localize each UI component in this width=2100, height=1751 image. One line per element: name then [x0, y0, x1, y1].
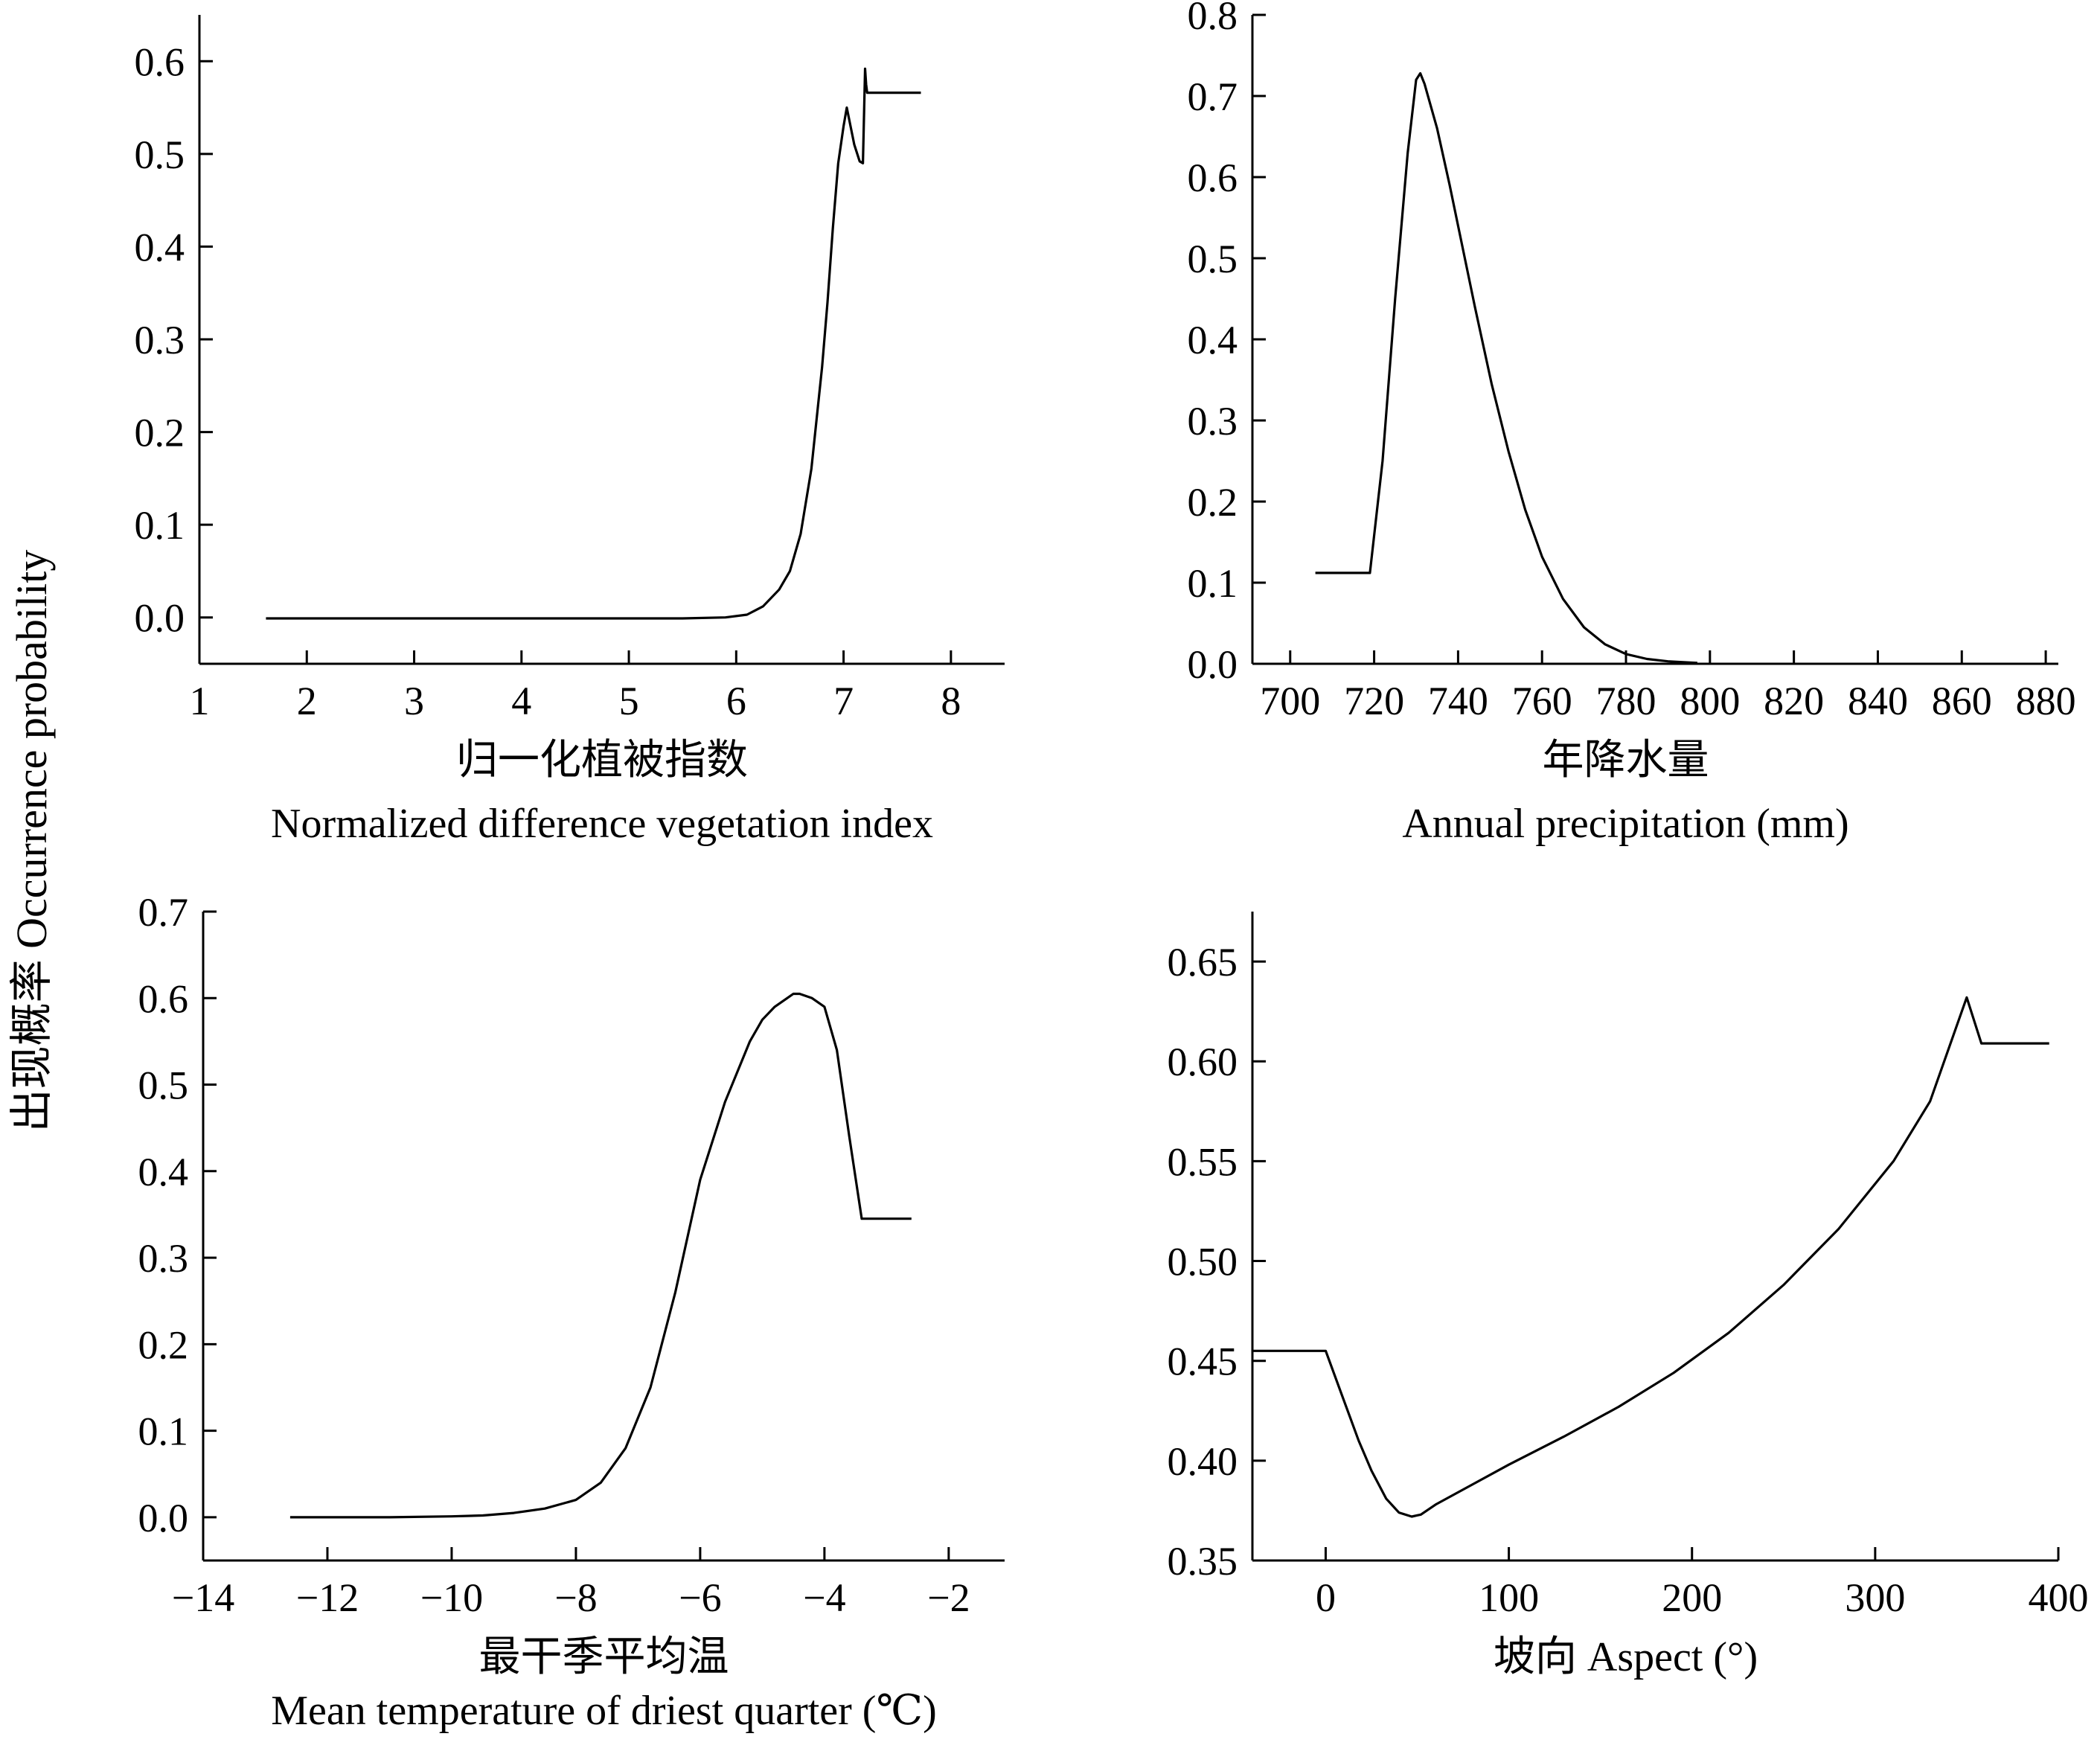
- x-tick-label: 820: [1764, 679, 1824, 723]
- y-tick-label: 0.55: [1168, 1139, 1238, 1184]
- y-tick-label: 0.35: [1168, 1539, 1238, 1584]
- y-tick-label: 0.1: [1188, 561, 1238, 606]
- x-tick-label: 700: [1260, 679, 1320, 723]
- y-tick-label: 0.3: [135, 318, 185, 362]
- y-tick-label: 0.8: [1188, 0, 1238, 38]
- chart-panel-4: 0.35 0.40 0.45 0.50 0.55 0.60 0.65 0 100 200 300 40…: [1168, 912, 2089, 1680]
- y-tick-label: 0.2: [1188, 480, 1238, 525]
- x-tick-label: 740: [1428, 679, 1488, 723]
- x-tick-label: 5: [619, 679, 639, 723]
- x-tick-label: 780: [1596, 679, 1656, 723]
- x-tick-label: 0: [1316, 1575, 1336, 1620]
- x-tick-label: 6: [726, 679, 746, 723]
- x-tick-label: 4: [511, 679, 531, 723]
- y-tick-label: 0.6: [135, 39, 185, 84]
- chart-panel-1: 0.0 0.1 0.2 0.3 0.4 0.5 0.6 1 2 3 4 5 6 7 8 归一化植被指数 Norm…: [135, 15, 1005, 847]
- x-tick-label: 1: [190, 679, 210, 723]
- x-tick-label: 100: [1479, 1575, 1539, 1620]
- x-tick-label: 880: [2016, 679, 2076, 723]
- x-axis-label: 坡向 Aspect (°): [1494, 1634, 1758, 1680]
- x-tick-label: 2: [297, 679, 317, 723]
- x-axis-label-en: Annual precipitation (mm): [1402, 801, 1848, 847]
- y-tick-label: 0.6: [138, 976, 189, 1021]
- y-tick-label: 0.7: [1188, 74, 1238, 119]
- y-tick-label: 0.2: [138, 1322, 189, 1367]
- y-tick-label: 0.4: [138, 1150, 189, 1194]
- x-tick-label: −10: [420, 1575, 483, 1620]
- series-line-1: [266, 67, 921, 620]
- y-tick-label: 0.7: [138, 890, 189, 935]
- x-tick-label: 300: [1845, 1575, 1905, 1620]
- x-tick-label: 3: [404, 679, 424, 723]
- y-tick-label: 0.45: [1168, 1339, 1238, 1384]
- x-tick-label: 800: [1680, 679, 1740, 723]
- x-tick-label: 860: [1932, 679, 1992, 723]
- x-tick-label: 7: [833, 679, 854, 723]
- y-tick-label: 0.4: [1188, 318, 1238, 362]
- x-axis-label-en: Mean temperature of driest quarter (℃): [271, 1688, 936, 1734]
- y-tick-label: 0.1: [138, 1409, 189, 1454]
- y-tick-label: 0.5: [1188, 237, 1238, 281]
- y-tick-label: 0.2: [135, 411, 185, 455]
- x-tick-label: −6: [679, 1575, 721, 1620]
- shared-y-axis-label: 出现概率 Occurrence probability: [7, 550, 56, 1133]
- y-tick-label: 0.3: [1188, 399, 1238, 444]
- series-line-1: [289, 992, 912, 1519]
- x-axis-label-en: Normalized difference vegetation index: [271, 801, 933, 847]
- y-tick-label: 0.0: [135, 596, 185, 641]
- x-axis-label: 归一化植被指数: [456, 737, 748, 784]
- x-axis-label: 年降水量: [1543, 737, 1709, 784]
- y-tick-label: 0.0: [138, 1496, 189, 1540]
- series-line-1: [1252, 996, 2049, 1518]
- y-tick-label: 0.65: [1168, 940, 1238, 985]
- x-axis-label: 最干季平均温: [479, 1634, 729, 1680]
- y-tick-label: 0.3: [138, 1236, 189, 1281]
- chart-panel-2: 0.0 0.1 0.2 0.3 0.4 0.5 0.6 0.7 0.8 700 720 740 760 7…: [1188, 0, 2076, 847]
- x-tick-label: 720: [1344, 679, 1404, 723]
- y-tick-label: 0.60: [1168, 1040, 1238, 1084]
- x-tick-label: 8: [941, 679, 961, 723]
- y-tick-label: 0.50: [1168, 1240, 1238, 1284]
- x-tick-label: −12: [296, 1575, 359, 1620]
- x-tick-label: 760: [1512, 679, 1572, 723]
- series-line-1: [1315, 71, 1697, 665]
- y-tick-label: 0.1: [135, 503, 185, 548]
- chart-panel-3: 0.0 0.1 0.2 0.3 0.4 0.5 0.6 0.7 −14 −12 −10 −8 −6 −4 −…: [138, 890, 1005, 1734]
- x-tick-label: −8: [554, 1575, 597, 1620]
- x-tick-label: 400: [2029, 1575, 2089, 1620]
- y-tick-label: 0.40: [1168, 1439, 1238, 1484]
- x-tick-label: −4: [803, 1575, 845, 1620]
- y-tick-label: 0.0: [1188, 642, 1238, 687]
- x-tick-label: 200: [1662, 1575, 1722, 1620]
- y-tick-label: 0.5: [135, 132, 185, 177]
- x-tick-label: 840: [1848, 679, 1908, 723]
- x-tick-label: −2: [927, 1575, 970, 1620]
- x-tick-label: −14: [172, 1575, 234, 1620]
- y-tick-label: 0.5: [138, 1063, 189, 1108]
- y-tick-label: 0.4: [135, 225, 185, 269]
- y-tick-label: 0.6: [1188, 156, 1238, 200]
